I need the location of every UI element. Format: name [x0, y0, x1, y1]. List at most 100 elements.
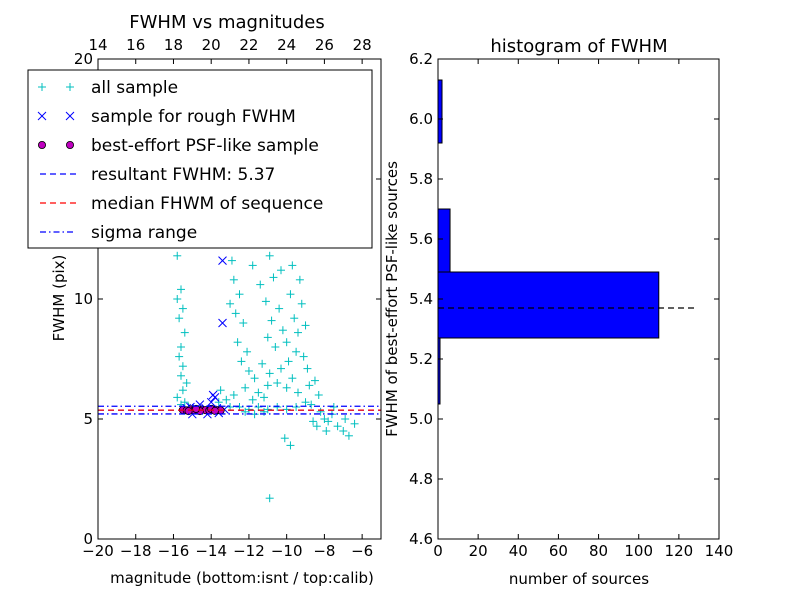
y-tick-label: 0: [83, 530, 93, 548]
legend-entry: all sample: [38, 78, 178, 98]
data-point: [309, 417, 318, 426]
data-point: [286, 290, 295, 299]
data-point: [175, 314, 184, 323]
data-point: [175, 352, 184, 361]
data-point: [237, 357, 246, 366]
legend-entry: resultant FWHM: 5.37: [40, 165, 275, 185]
data-point: [173, 251, 182, 260]
data-point: [173, 393, 182, 402]
data-point: [293, 388, 302, 397]
left-plot-area: [98, 170, 381, 503]
data-point: [265, 251, 274, 260]
histogram-bar: [437, 208, 451, 273]
data-point: [254, 388, 263, 397]
data-point: [303, 364, 312, 373]
histogram-bar: [437, 79, 443, 144]
data-point: [267, 316, 276, 325]
data-point: [177, 343, 186, 351]
x-tick-label: −16: [158, 542, 190, 560]
x-tick-label: −20: [82, 542, 114, 560]
series-x: [182, 256, 229, 419]
data-point: [322, 427, 331, 435]
data-point: [248, 261, 257, 270]
data-point: [282, 405, 291, 414]
right-x-axis-label: number of sources: [509, 570, 649, 588]
data-point: [275, 304, 284, 313]
data-point: [292, 403, 301, 411]
top-tick-label: 28: [353, 36, 372, 54]
legend-entry: sample for rough FWHM: [37, 107, 296, 127]
data-point: [333, 422, 342, 431]
x-tick-label: −6: [351, 542, 373, 560]
data-point: [316, 407, 325, 416]
data-point: [192, 404, 201, 413]
x-tick-label: 60: [549, 542, 568, 560]
y-tick-label: 5.2: [409, 350, 433, 368]
y-tick-label: 4.6: [409, 530, 433, 548]
legend-box: [27, 69, 373, 249]
data-point: [284, 357, 293, 366]
top-tick-label: 26: [315, 36, 334, 54]
data-point: [341, 415, 350, 423]
y-tick-label: 4.8: [409, 470, 433, 488]
data-point: [261, 297, 270, 306]
x-tick-label: −18: [120, 542, 152, 560]
data-point: [282, 338, 291, 347]
x-tick-label: 120: [665, 542, 694, 560]
data-point: [301, 398, 310, 407]
data-point: [314, 391, 323, 399]
data-point: [265, 494, 274, 503]
x-tick-label: 140: [705, 542, 734, 560]
data-point: [288, 261, 297, 270]
data-point: [260, 393, 269, 402]
data-point: [227, 256, 236, 265]
data-point: [263, 381, 272, 390]
data-point: [344, 431, 353, 440]
data-point: [218, 318, 227, 328]
legend-label: best-effort PSF-like sample: [91, 136, 319, 156]
top-tick-label: 20: [202, 36, 221, 54]
data-point: [177, 285, 186, 294]
data-point: [290, 314, 299, 323]
y-tick-label: 5.0: [409, 410, 433, 428]
data-point: [301, 321, 310, 330]
legend-marker-sample: [38, 140, 47, 149]
data-point: [269, 273, 278, 282]
data-point: [173, 295, 182, 303]
data-point: [210, 393, 220, 402]
data-point: [307, 400, 316, 409]
data-point: [244, 367, 253, 375]
left-chart-title: FWHM vs magnitudes: [129, 12, 324, 33]
left-axis-ticks: −20 −18 −16 −14 −12 −10 −8 −6 14 16 18 20 22 24 26 28 0 5…: [74, 36, 381, 560]
right-chart-title: histogram of FWHM: [490, 36, 667, 57]
right-y-axis-label: FWHM of best-effort PSF-like sources: [383, 161, 401, 437]
legend-marker-sample: [38, 83, 46, 91]
data-point: [282, 383, 291, 392]
data-point: [229, 275, 238, 284]
y-tick-label: 20: [74, 50, 93, 68]
data-point: [231, 309, 240, 318]
data-point: [277, 364, 286, 373]
data-point: [265, 369, 274, 378]
data-point: [339, 427, 348, 435]
y-tick-label: 6.2: [409, 50, 433, 68]
data-point: [263, 333, 272, 342]
data-point: [286, 441, 295, 450]
legend-label: sample for rough FWHM: [91, 107, 296, 127]
legend-entry: median FHWM of sequence: [40, 194, 323, 214]
data-point: [350, 419, 359, 428]
data-point: [216, 386, 225, 395]
legend-entry: sigma range: [40, 223, 197, 243]
y-tick-label: 5.6: [409, 230, 433, 248]
data-point: [324, 417, 333, 426]
data-point: [297, 299, 306, 308]
x-tick-label: 40: [509, 542, 528, 560]
data-point: [214, 398, 223, 407]
y-tick-label: 6.0: [409, 110, 433, 128]
data-point: [178, 362, 187, 371]
y-tick-label: 10: [74, 290, 93, 308]
data-point: [233, 338, 242, 347]
data-point: [258, 359, 267, 368]
data-point: [293, 328, 302, 337]
